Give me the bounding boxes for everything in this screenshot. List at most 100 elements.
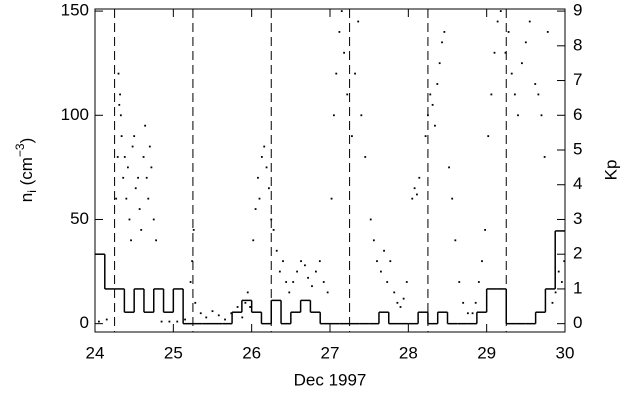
y-tick-label: 50 <box>70 209 89 228</box>
point <box>451 197 454 200</box>
point <box>176 320 179 323</box>
point <box>543 156 546 158</box>
point <box>122 176 125 179</box>
point <box>147 197 150 200</box>
point <box>311 285 313 288</box>
point <box>354 72 356 75</box>
point <box>396 301 399 304</box>
point <box>448 166 450 169</box>
point <box>288 291 291 294</box>
point <box>369 218 372 221</box>
point <box>144 124 147 127</box>
point <box>265 166 268 169</box>
point <box>160 320 163 323</box>
y2-tick-label: 0 <box>573 313 582 332</box>
point <box>333 114 335 117</box>
y-tick-label: 0 <box>80 313 89 332</box>
point <box>285 281 288 283</box>
point <box>217 314 220 317</box>
point <box>383 249 385 252</box>
point <box>360 114 363 117</box>
point <box>364 156 367 158</box>
point <box>268 187 270 190</box>
point <box>429 93 432 96</box>
point <box>148 145 151 148</box>
point <box>168 320 171 323</box>
point <box>120 135 123 138</box>
point <box>236 306 239 308</box>
point <box>490 93 493 96</box>
y2-tick-label: 1 <box>573 278 582 297</box>
point <box>405 281 408 283</box>
point <box>521 62 523 65</box>
point <box>304 264 306 267</box>
point <box>386 281 389 283</box>
point <box>454 239 457 242</box>
point <box>318 260 321 263</box>
point <box>380 270 382 273</box>
point <box>399 306 402 308</box>
point <box>434 124 436 127</box>
point <box>528 20 531 23</box>
point <box>413 187 416 190</box>
y2-tick-label: 3 <box>573 209 582 228</box>
point <box>441 41 443 44</box>
point <box>330 197 333 200</box>
point <box>315 270 317 273</box>
point <box>145 176 148 179</box>
point <box>127 166 129 169</box>
y2-tick-label: 2 <box>573 244 582 263</box>
x-tick-label: 28 <box>399 343 418 362</box>
point <box>493 51 496 54</box>
y2-tick-label: 4 <box>573 174 582 193</box>
point <box>125 197 128 200</box>
point <box>402 297 405 300</box>
point <box>474 301 477 304</box>
point <box>140 228 143 231</box>
point <box>517 114 519 117</box>
point <box>134 187 137 190</box>
point <box>254 208 257 210</box>
point <box>504 51 507 54</box>
point <box>258 197 261 200</box>
point <box>466 312 469 315</box>
point <box>338 31 341 33</box>
y2-tick-label: 8 <box>573 35 582 54</box>
point <box>376 260 378 263</box>
point <box>481 260 483 263</box>
point <box>118 103 121 106</box>
point <box>357 20 360 23</box>
y-tick-label: 150 <box>61 1 89 20</box>
point <box>282 260 284 263</box>
x-tick-label: 26 <box>242 343 261 362</box>
point <box>513 93 516 96</box>
point <box>137 176 139 179</box>
point <box>416 193 418 196</box>
point <box>557 270 560 273</box>
x-tick-label: 25 <box>164 343 183 362</box>
point <box>260 156 263 158</box>
point <box>296 270 298 273</box>
point <box>340 10 343 12</box>
point <box>275 249 278 252</box>
point <box>241 316 244 319</box>
point <box>540 114 543 117</box>
point <box>438 62 441 65</box>
point <box>252 239 255 242</box>
point <box>335 72 338 75</box>
point <box>484 228 486 231</box>
point <box>351 135 353 138</box>
point <box>477 281 480 283</box>
point <box>427 114 429 117</box>
point <box>199 312 202 315</box>
point <box>270 218 273 221</box>
x-tick-label: 30 <box>556 343 575 362</box>
point <box>431 103 434 106</box>
point <box>272 228 275 231</box>
point <box>554 291 557 294</box>
y2-tick-label: 9 <box>573 1 582 20</box>
point <box>563 260 566 263</box>
plot-frame <box>94 8 566 333</box>
point <box>191 260 194 263</box>
point <box>458 281 461 283</box>
